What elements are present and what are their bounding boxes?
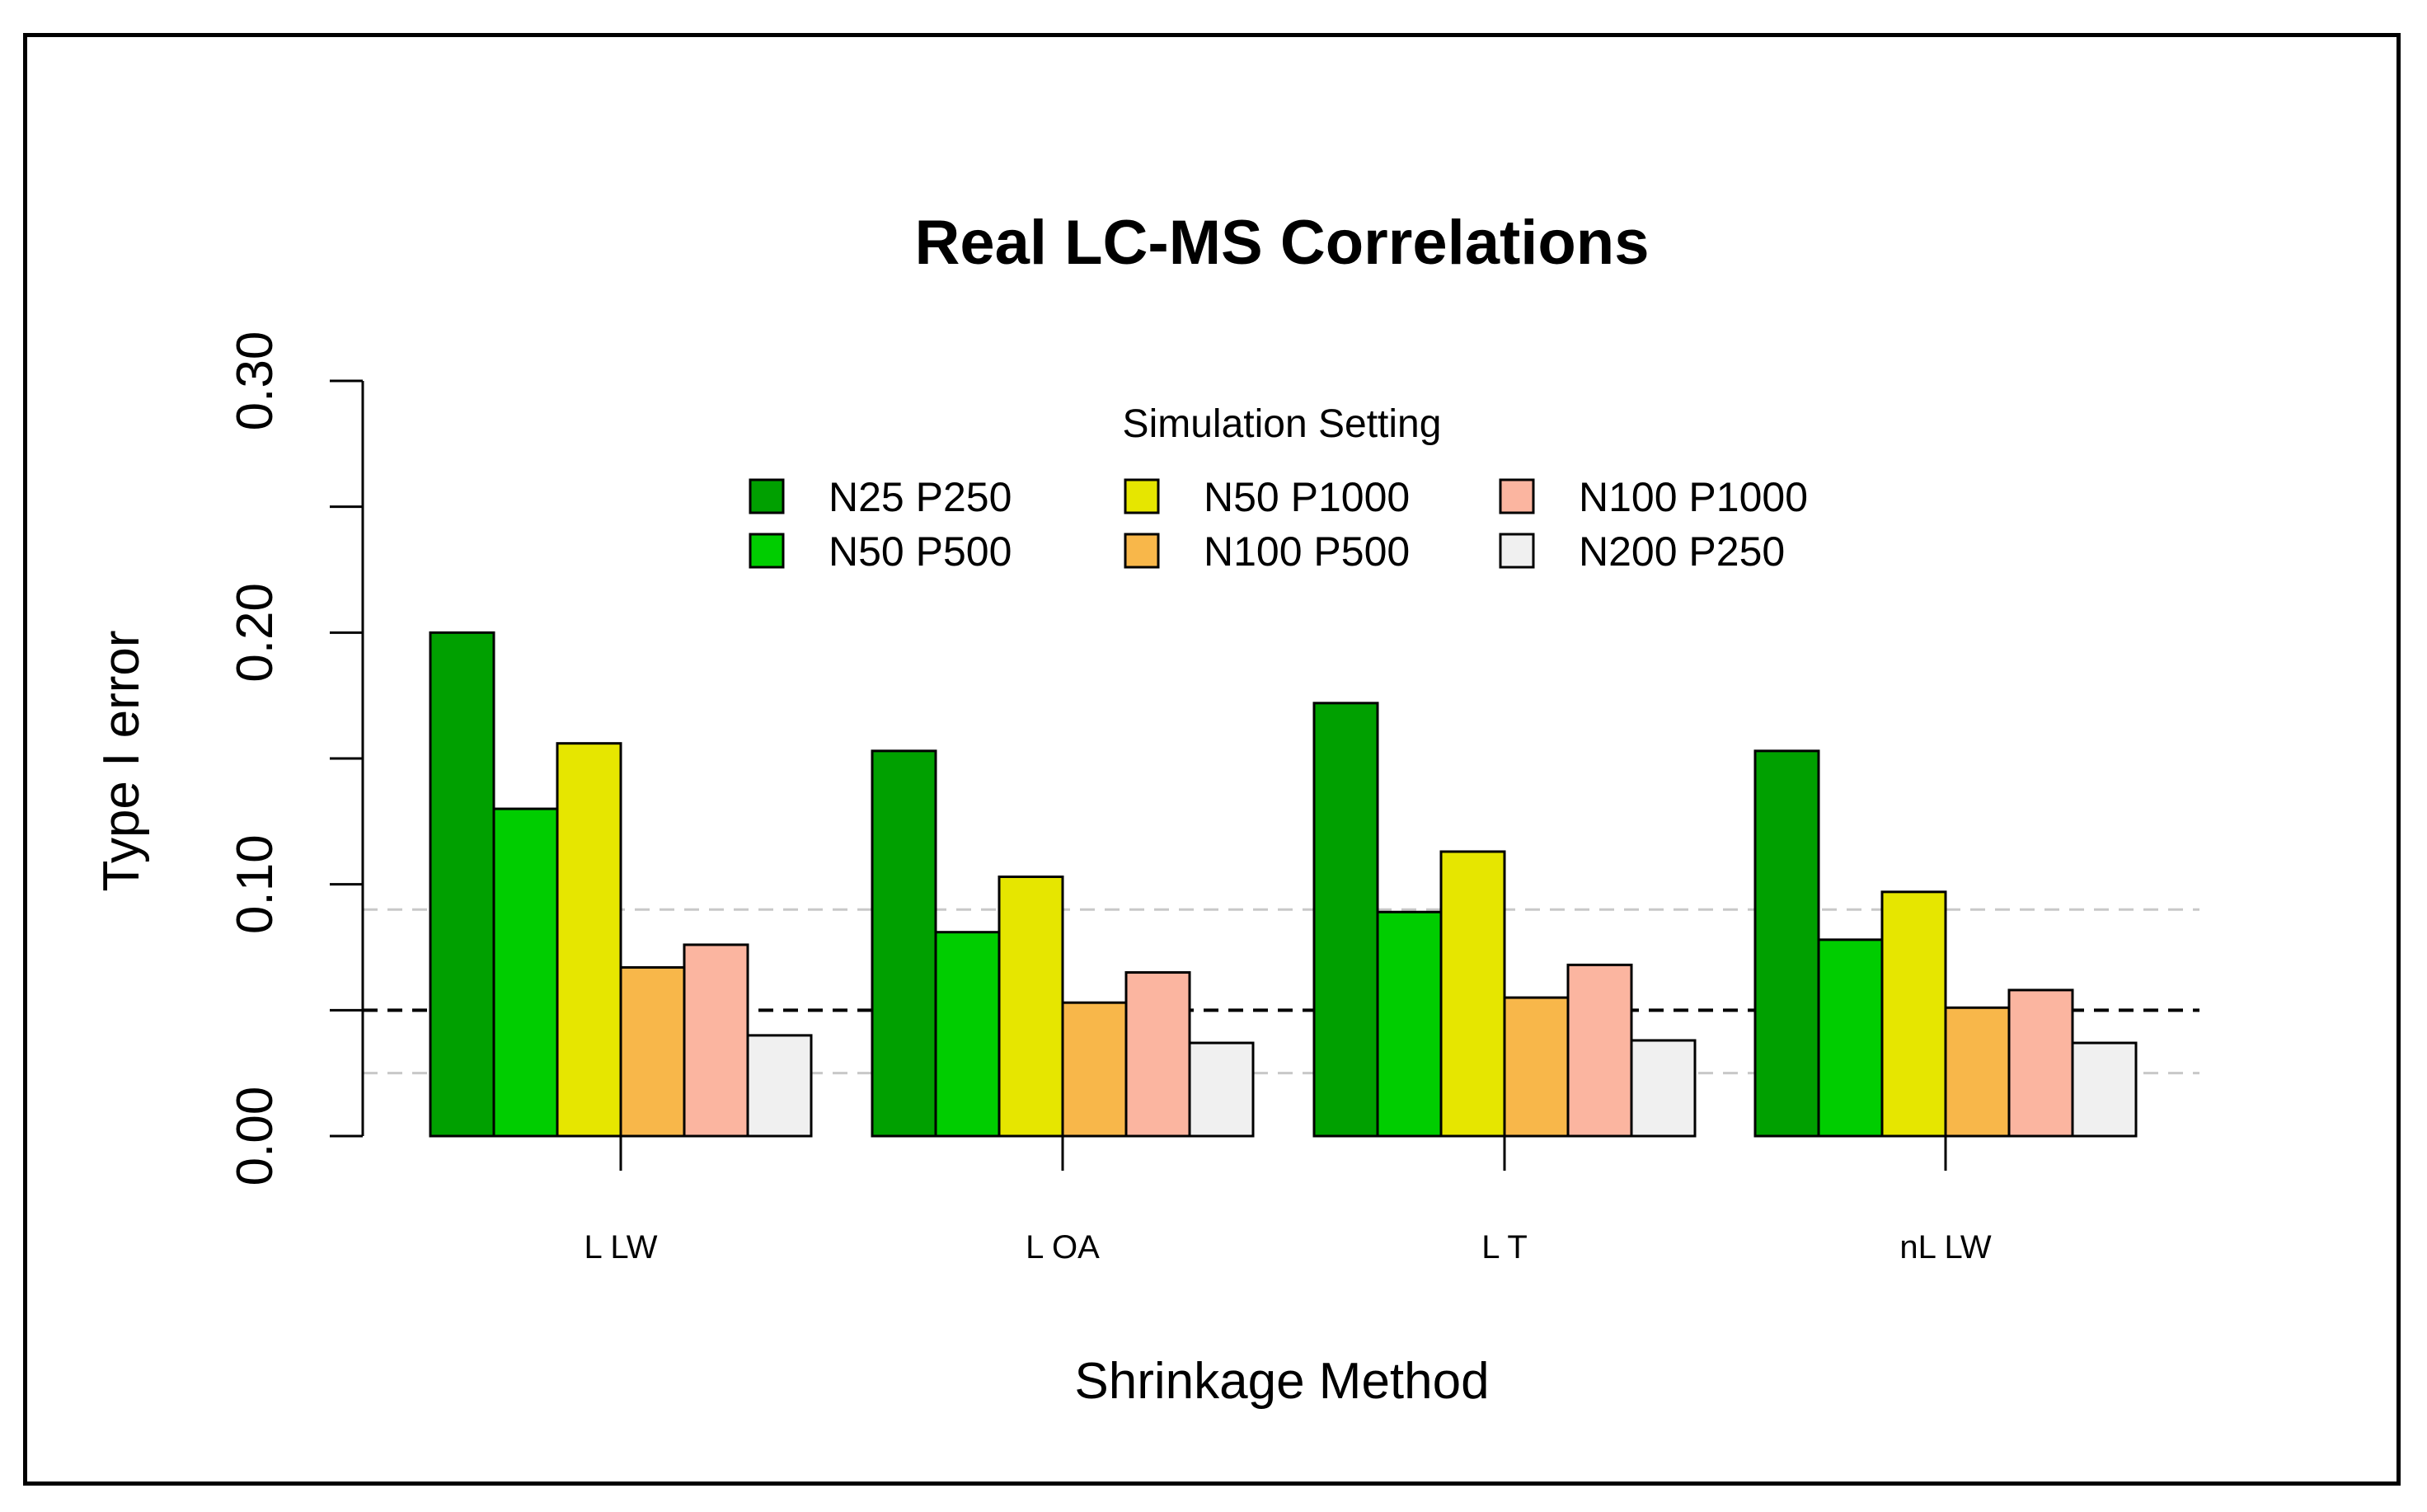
x-axis: L LW L OA L T nL LW bbox=[584, 1136, 1992, 1265]
y-tick-label: 0.30 bbox=[227, 331, 284, 431]
y-axis: 0.00 0.10 0.20 0.30 bbox=[227, 331, 364, 1186]
legend-swatch-n50-p500 bbox=[749, 533, 785, 569]
bar-l-oa-n100-p500 bbox=[1061, 1001, 1128, 1138]
legend-label-n25-p250: N25 P250 bbox=[829, 474, 1012, 520]
bar-l-t-n100-p500 bbox=[1503, 996, 1570, 1138]
bar-l-lw-n200-p250 bbox=[746, 1034, 813, 1138]
y-axis-title: Type I error bbox=[93, 631, 150, 892]
bar-nl-lw-n100-p500 bbox=[1944, 1006, 2011, 1138]
y-tick-label: 0.20 bbox=[227, 583, 284, 683]
bars-group bbox=[429, 631, 2138, 1138]
bar-l-oa-n50-p1000 bbox=[998, 876, 1064, 1138]
legend-label-n50-p500: N50 P500 bbox=[829, 528, 1012, 575]
y-tick-label: 0.10 bbox=[227, 834, 284, 934]
legend-swatch-n25-p250 bbox=[749, 478, 785, 514]
bar-l-t-n50-p500 bbox=[1376, 910, 1443, 1138]
legend-label-n100-p1000: N100 P1000 bbox=[1579, 474, 1808, 520]
legend-label-n200-p250: N200 P250 bbox=[1579, 528, 1785, 575]
bar-l-t-n50-p1000 bbox=[1439, 850, 1506, 1138]
chart-title: Real LC-MS Correlations bbox=[914, 208, 1649, 278]
legend-title: Simulation Setting bbox=[1123, 402, 1442, 446]
bar-l-oa-n50-p500 bbox=[934, 931, 1001, 1138]
bar-l-t-n200-p250 bbox=[1630, 1039, 1697, 1138]
chart-frame bbox=[23, 33, 2401, 1486]
legend-label-n100-p500: N100 P500 bbox=[1204, 528, 1410, 575]
bar-nl-lw-n25-p250 bbox=[1753, 749, 1820, 1138]
legend-swatch-n100-p500 bbox=[1124, 533, 1160, 569]
bar-nl-lw-n50-p500 bbox=[1817, 938, 1884, 1138]
bar-nl-lw-n50-p1000 bbox=[1880, 890, 1947, 1138]
bar-nl-lw-n200-p250 bbox=[2071, 1041, 2138, 1138]
legend-swatch-n50-p1000 bbox=[1124, 478, 1160, 514]
bar-l-lw-n50-p1000 bbox=[556, 742, 622, 1138]
bar-l-lw-n100-p1000 bbox=[683, 943, 749, 1138]
bar-l-lw-n100-p500 bbox=[619, 965, 686, 1138]
bar-l-t-n25-p250 bbox=[1312, 702, 1379, 1138]
x-category-label: L LW bbox=[584, 1229, 658, 1265]
bar-l-oa-n100-p1000 bbox=[1124, 971, 1191, 1138]
bar-l-lw-n50-p500 bbox=[492, 807, 559, 1138]
x-axis-title: Shrinkage Method bbox=[1074, 1353, 1489, 1410]
bar-l-lw-n25-p250 bbox=[429, 631, 495, 1138]
bar-l-oa-n200-p250 bbox=[1188, 1041, 1255, 1138]
legend-label-n50-p1000: N50 P1000 bbox=[1204, 474, 1410, 520]
y-tick-label: 0.00 bbox=[227, 1087, 284, 1186]
bar-l-t-n100-p1000 bbox=[1566, 963, 1633, 1138]
x-category-label: L OA bbox=[1026, 1229, 1100, 1265]
legend-swatch-n100-p1000 bbox=[1499, 478, 1535, 514]
bar-nl-lw-n100-p1000 bbox=[2007, 988, 2074, 1138]
legend-swatch-n200-p250 bbox=[1499, 533, 1535, 569]
legend: Simulation Setting N25 P250 N50 P500 N50 P… bbox=[749, 402, 1808, 575]
x-category-label: L T bbox=[1481, 1229, 1528, 1265]
bar-l-oa-n25-p250 bbox=[871, 749, 937, 1138]
x-category-label: nL LW bbox=[1899, 1229, 1991, 1265]
